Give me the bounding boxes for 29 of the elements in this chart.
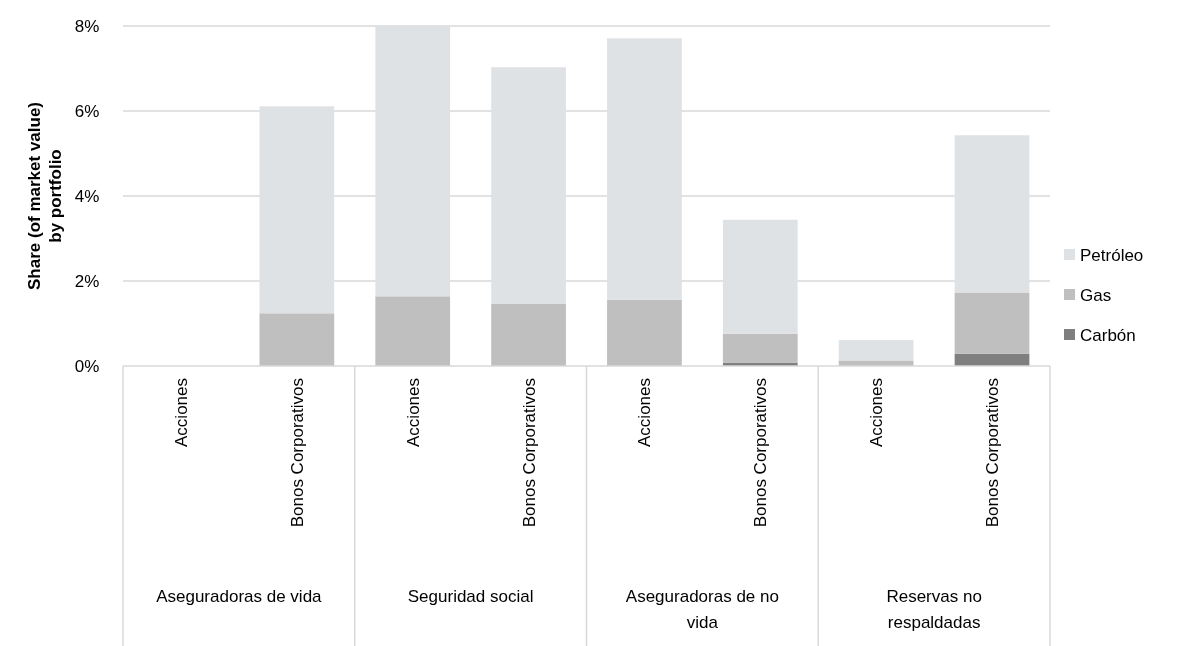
x-tick-label: Bonos Corporativos (519, 378, 539, 528)
x-tick-label: Bonos Corporativos (982, 378, 1002, 528)
text: Aseguradoras de no vida (625, 587, 779, 632)
bar (838, 340, 914, 361)
y-tick-label: 4% (74, 186, 100, 206)
x-tick-label: Acciones (867, 378, 887, 447)
y-axis-title: Share (of market value) by portfolio (25, 101, 65, 291)
x-tick-label: Bonos Corporativos (751, 378, 771, 528)
x-tick-label: Bonos Corporativos (287, 378, 307, 528)
x-tick-label: Acciones (403, 378, 423, 447)
x-tick-label: Acciones (635, 378, 655, 447)
y-tick-label: 2% (74, 271, 100, 291)
y-tick-label: 0% (74, 356, 100, 376)
x-tick-label: Acciones (171, 378, 191, 447)
legend-label: Carbón (1080, 325, 1136, 345)
bar (259, 313, 335, 366)
bar (607, 299, 682, 366)
legend-label: Petróleo (1080, 245, 1144, 265)
bar (838, 360, 914, 366)
bar (491, 303, 566, 366)
bar (375, 296, 451, 366)
bar (954, 292, 1030, 354)
y-tick-label: 8% (74, 16, 100, 36)
bar (722, 333, 798, 363)
legend-label: Gas (1080, 285, 1112, 305)
text: Aseguradoras de vida (156, 587, 323, 606)
y-tick-label: 6% (74, 101, 100, 121)
text: Reservas no respaldadas (886, 587, 982, 632)
text: Seguridad social (407, 587, 534, 606)
